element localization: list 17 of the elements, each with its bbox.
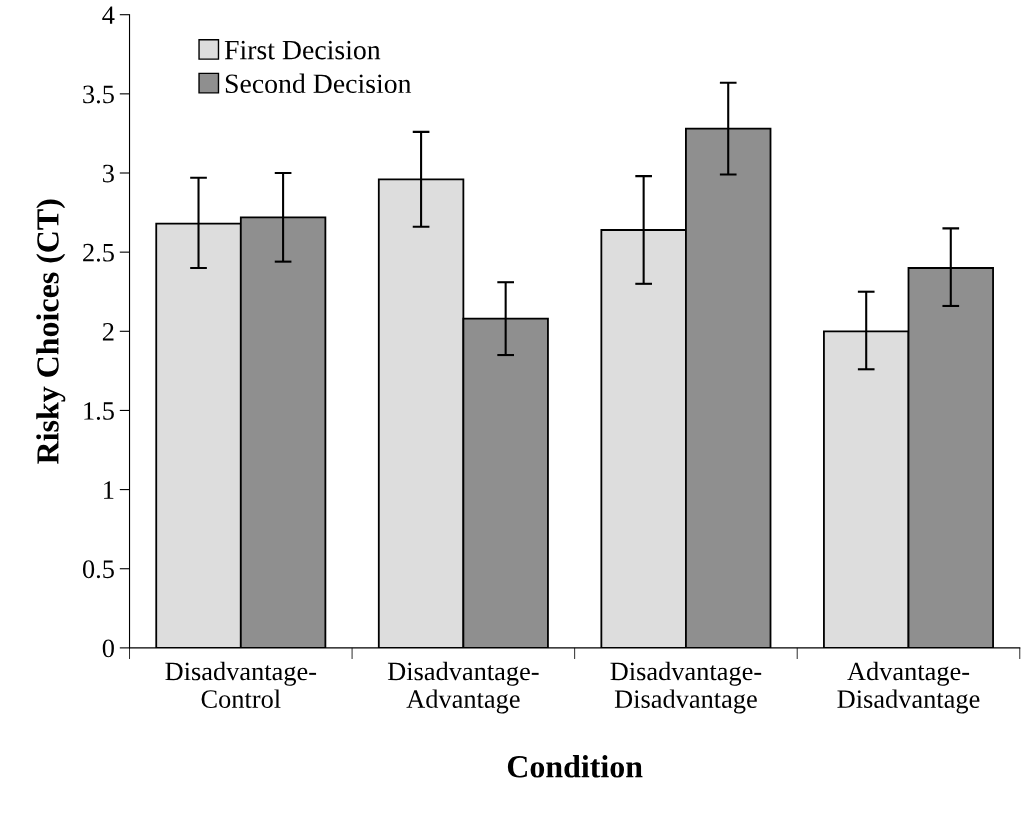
y-tick-label: 1.5	[84, 402, 114, 420]
y-tick-label: 2.5	[83, 243, 114, 262]
x-tick-label: Disadvantage- Control	[165, 661, 317, 709]
y-tick-label: 3.5	[83, 85, 114, 104]
y-tick-label: 4	[102, 6, 115, 24]
y-tick-label: 3	[103, 164, 114, 183]
x-tick-label: Advantage- Disadvantage	[837, 661, 980, 714]
legend-label: First Decision	[224, 40, 381, 60]
y-tick-label: 2	[102, 322, 114, 341]
y-tick-label: 0	[102, 639, 114, 658]
x-tick-label: Disadvantage- Advantage	[387, 661, 539, 714]
x-tick-label: Disadvantage- Disadvantage	[610, 661, 762, 714]
legend-label: Second Decision	[225, 73, 412, 94]
y-tick-label: 1	[104, 481, 114, 499]
x-axis-title: Condition	[507, 755, 643, 778]
y-axis-title: Risky Choices (CT)	[36, 199, 66, 464]
y-tick-label: 0.5	[82, 560, 114, 579]
